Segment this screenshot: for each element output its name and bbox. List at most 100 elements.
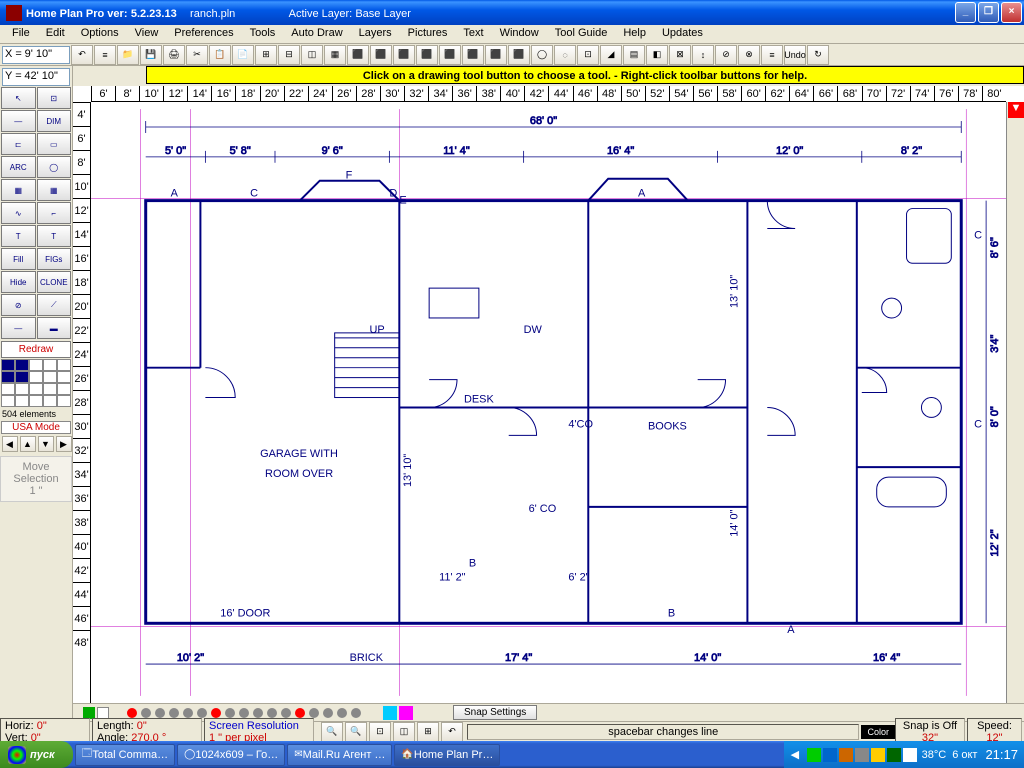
palette-cell[interactable] [29,383,43,395]
toolbar-button-29[interactable]: ⊗ [738,45,760,65]
vertical-scrollbar[interactable]: ▼ [1006,102,1024,703]
zoom-in-icon[interactable]: 🔍 [321,722,343,742]
layer-dot-icon[interactable] [337,708,347,718]
toolbar-button-5[interactable]: ✂ [186,45,208,65]
layer-dot-icon[interactable] [253,708,263,718]
scroll-marker-icon[interactable]: ▼ [1008,102,1024,118]
tool-10[interactable]: ∿ [1,202,36,224]
tool-19[interactable]: ⟋ [37,294,72,316]
toolbar-button-6[interactable]: 📋 [209,45,231,65]
palette-cell[interactable] [15,359,29,371]
tray-icon[interactable] [887,748,901,762]
menu-view[interactable]: View [127,25,167,43]
floor-plan-drawing[interactable]: 68' 0" 5' 0"5' 8"9' 6"11' 4"16' 4"12' 0"… [91,102,1006,703]
palette-cell[interactable] [15,383,29,395]
layer-dot-icon[interactable] [155,708,165,718]
layer-dot-icon[interactable] [197,708,207,718]
palette-cell[interactable] [1,359,15,371]
palette-cell[interactable] [57,383,71,395]
tool-15[interactable]: FIGs [37,248,72,270]
palette-cell[interactable] [57,359,71,371]
toolbar-button-20[interactable]: ◯ [531,45,553,65]
tool-13[interactable]: T [37,225,72,247]
layer-dot-icon[interactable] [183,708,193,718]
palette-cell[interactable] [1,383,15,395]
canvas[interactable]: 6'8'10'12'14'16'18'20'22'24'26'28'30'32'… [73,86,1024,721]
layer-dot-icon[interactable] [239,708,249,718]
toolbar-button-31[interactable]: Undo [784,45,806,65]
toolbar-button-4[interactable]: 🖨 [163,45,185,65]
menu-preferences[interactable]: Preferences [166,25,241,43]
toolbar-button-14[interactable]: ⬛ [393,45,415,65]
toolbar-button-0[interactable]: ↶ [71,45,93,65]
toolbar-button-23[interactable]: ◢ [600,45,622,65]
palette-cell[interactable] [43,395,57,407]
menu-text[interactable]: Text [455,25,491,43]
palette-cell[interactable] [57,371,71,383]
palette-cell[interactable] [43,371,57,383]
tool-9[interactable]: ▦ [37,179,72,201]
toolbar-button-13[interactable]: ⬛ [370,45,392,65]
menu-file[interactable]: File [4,25,38,43]
layer-dot-icon[interactable] [225,708,235,718]
toolbar-button-21[interactable]: ◌ [554,45,576,65]
tray-icon[interactable] [871,748,885,762]
tool-12[interactable]: T [1,225,36,247]
tool-7[interactable]: ◯ [37,156,72,178]
toolbar-button-12[interactable]: ⬛ [347,45,369,65]
tool-4[interactable]: ⊏ [1,133,36,155]
toolbar-button-15[interactable]: ⬛ [416,45,438,65]
arrow-right-icon[interactable]: ▶ [56,436,72,452]
layer-dot-icon[interactable] [211,708,221,718]
tool-8[interactable]: ▦ [1,179,36,201]
tool-5[interactable]: ▭ [37,133,72,155]
minimize-button[interactable]: _ [955,2,976,23]
menu-layers[interactable]: Layers [351,25,400,43]
arrow-up-icon[interactable]: ▲ [20,436,36,452]
toolbar-button-3[interactable]: 💾 [140,45,162,65]
toolbar-button-30[interactable]: ≡ [761,45,783,65]
arrow-left-icon[interactable]: ◀ [2,436,18,452]
toolbar-button-17[interactable]: ⬛ [462,45,484,65]
menu-toolguide[interactable]: Tool Guide [547,25,616,43]
tool-14[interactable]: Fill [1,248,36,270]
tray-icon[interactable] [839,748,853,762]
taskbar-item[interactable]: ✉ Mail.Ru Агент … [287,744,392,766]
layer-dot-icon[interactable] [351,708,361,718]
redraw-button[interactable]: Redraw [1,341,71,358]
zoom-fit-icon[interactable]: ⊡ [369,722,391,742]
layer-dot-icon[interactable] [127,708,137,718]
toolbar-button-16[interactable]: ⬛ [439,45,461,65]
menu-window[interactable]: Window [492,25,547,43]
taskbar-item-active[interactable]: 🏠 Home Plan Pr… [394,744,500,766]
toolbar-button-28[interactable]: ⊘ [715,45,737,65]
palette-cell[interactable] [1,395,15,407]
toolbar-button-25[interactable]: ◧ [646,45,668,65]
tool-21[interactable]: ▬ [37,317,72,339]
maximize-button[interactable]: ❐ [978,2,999,23]
menu-pictures[interactable]: Pictures [400,25,456,43]
toolbar-button-18[interactable]: ⬛ [485,45,507,65]
toolbar-button-27[interactable]: ↕ [692,45,714,65]
palette-cell[interactable] [57,395,71,407]
start-button[interactable]: пуск [0,741,73,768]
close-button[interactable]: × [1001,2,1022,23]
tray-icon[interactable] [903,748,917,762]
layer-dot-icon[interactable] [295,708,305,718]
palette-cell[interactable] [29,395,43,407]
layer-dot-icon[interactable] [323,708,333,718]
palette-cell[interactable] [29,371,43,383]
arrow-down-icon[interactable]: ▼ [38,436,54,452]
palette-cell[interactable] [43,359,57,371]
zoom-extents-icon[interactable]: ⊞ [417,722,439,742]
zoom-prev-icon[interactable]: ↶ [441,722,463,742]
usa-mode-button[interactable]: USA Mode [1,421,71,434]
tool-3[interactable]: DIM [37,110,72,132]
palette-cell[interactable] [1,371,15,383]
taskbar-item[interactable]: ◯ 1024x609 – Го… [177,744,285,766]
toolbar-button-7[interactable]: 📄 [232,45,254,65]
tool-18[interactable]: ⊘ [1,294,36,316]
layer-dot-icon[interactable] [309,708,319,718]
zoom-window-icon[interactable]: ◫ [393,722,415,742]
tray-icon[interactable] [823,748,837,762]
